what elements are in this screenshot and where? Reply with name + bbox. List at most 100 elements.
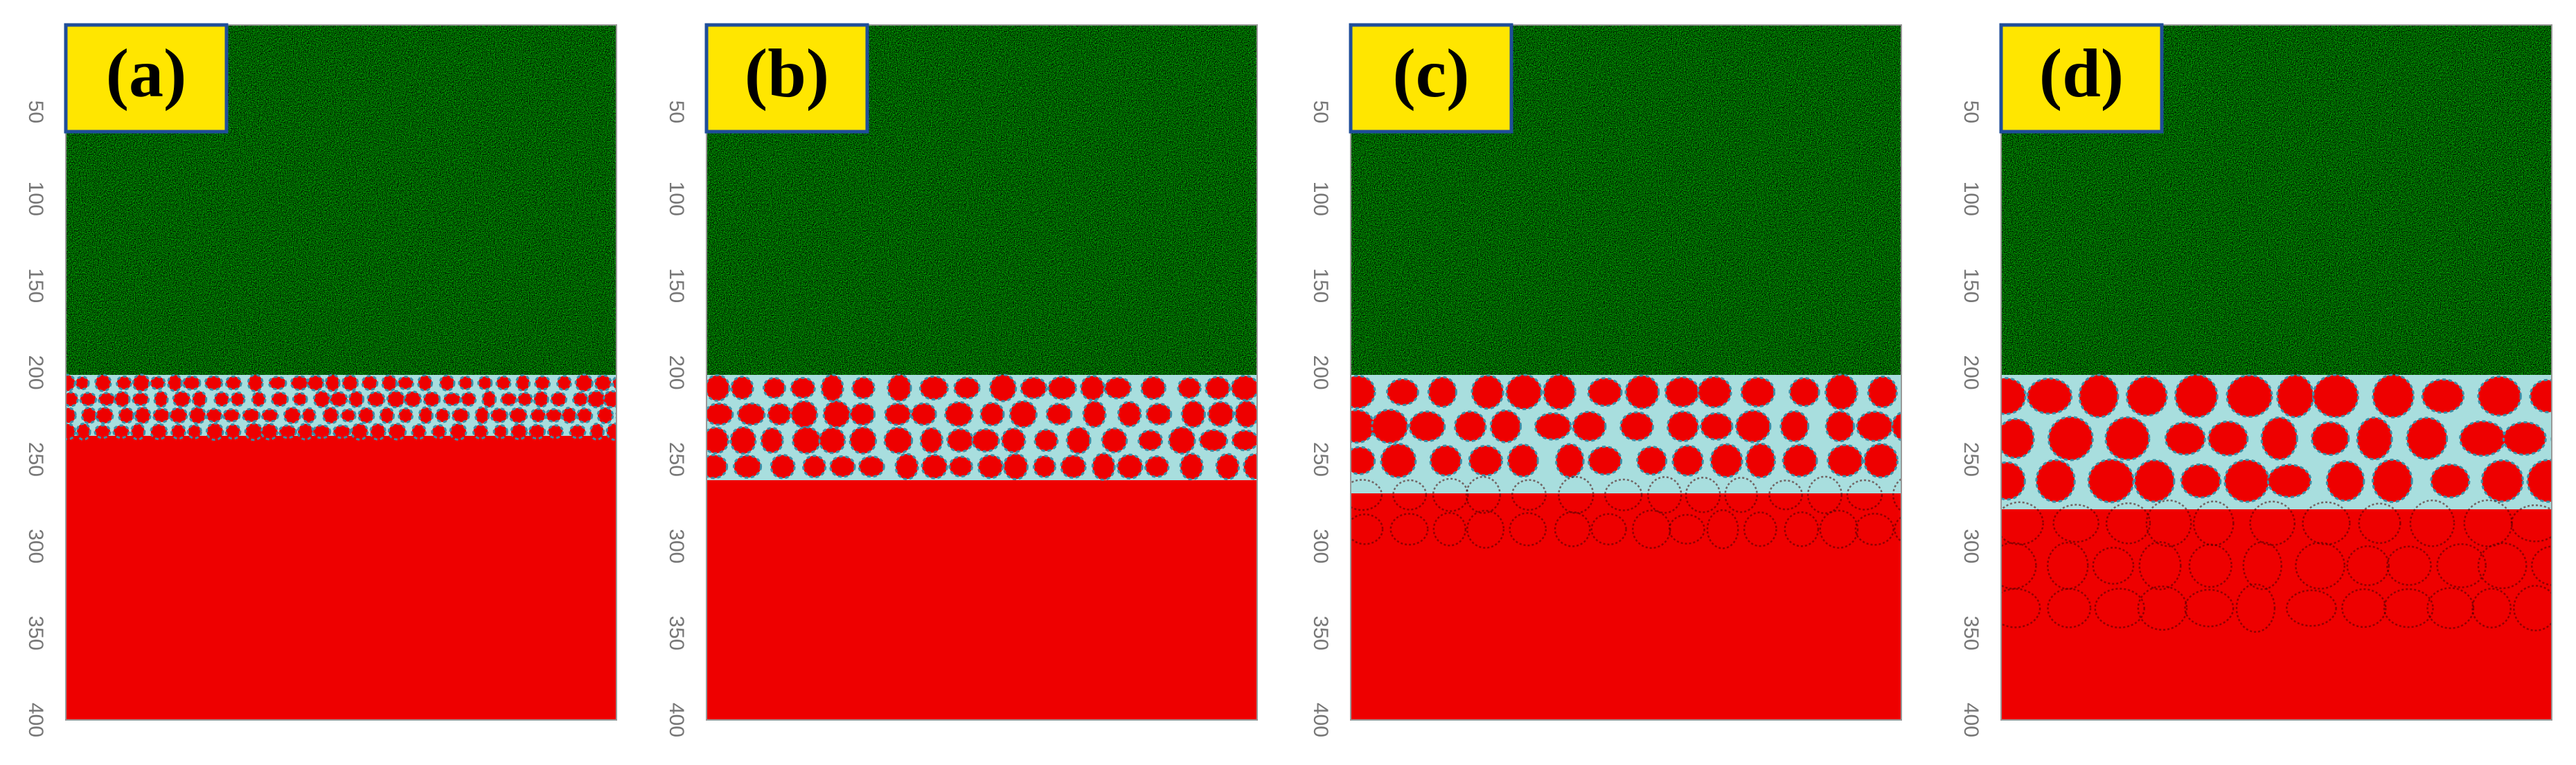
y-tick-label: 50 — [665, 100, 688, 123]
foam-cell — [312, 389, 331, 409]
foam-cell — [2480, 459, 2524, 503]
foam-cell — [474, 406, 490, 425]
foam-cell — [1903, 376, 1935, 409]
panel-label: (c) — [1393, 35, 1470, 112]
foam-cell — [1144, 455, 1170, 478]
foam-cell — [1543, 373, 1576, 411]
foam-cell — [1904, 446, 1932, 475]
foam-cell — [114, 390, 131, 408]
y-tick-label: 400 — [1960, 703, 1982, 737]
foam-cell — [2174, 373, 2219, 419]
foam-cell — [66, 407, 77, 424]
foam-cell — [152, 407, 171, 423]
ghost-cell — [1724, 477, 1758, 513]
foam-cell — [736, 402, 766, 426]
ghost-cell — [2346, 545, 2390, 586]
y-tick-label: 100 — [24, 182, 47, 216]
foam-cell — [550, 391, 568, 407]
foam-cell — [517, 392, 533, 407]
foam-cell — [2529, 378, 2552, 414]
foam-cell — [449, 422, 468, 441]
foam-cell — [97, 392, 116, 407]
ghost-cell — [2383, 588, 2434, 628]
ghost-cell — [1432, 511, 1467, 547]
foam-cell — [499, 392, 518, 407]
foam-cell — [1269, 456, 1293, 477]
foam-cell — [894, 452, 919, 480]
ghost-cell — [1647, 476, 1682, 514]
ghost-cell — [2571, 502, 2576, 544]
foam-cell — [381, 374, 398, 392]
foam-cell — [1032, 455, 1056, 479]
foam-cell — [340, 408, 357, 423]
foam-cell — [1867, 376, 1898, 409]
foam-cell — [918, 375, 949, 401]
foam-cell — [767, 402, 792, 426]
foam-cell — [132, 373, 151, 393]
foam-cell — [350, 423, 369, 441]
foam-cell — [1137, 429, 1164, 452]
ghost-cell — [1511, 479, 1547, 511]
foam-cell — [1827, 443, 1864, 477]
foam-cell — [1697, 376, 1732, 409]
ghost-cell — [1554, 511, 1591, 547]
panel-label: (b) — [745, 35, 829, 112]
ghost-cell — [2386, 545, 2432, 586]
foam-cell — [1230, 374, 1257, 401]
foam-cell — [510, 423, 528, 441]
y-tick-label: 350 — [1960, 616, 1982, 651]
foam-cell — [858, 455, 885, 478]
foam-cell — [2125, 375, 2168, 417]
ghost-cell — [2145, 499, 2192, 547]
ghost-cell — [2242, 541, 2282, 590]
foam-cell — [1709, 443, 1743, 478]
foam-cell — [2573, 375, 2576, 418]
ghost-cell — [1768, 480, 1803, 511]
ghost-cell — [1854, 512, 1894, 546]
foam-cell — [1116, 453, 1144, 480]
foam-cell — [1505, 373, 1543, 410]
foam-cell — [290, 375, 310, 392]
foam-cell — [186, 423, 202, 439]
foam-cell — [1471, 374, 1504, 410]
foam-cell — [168, 407, 188, 424]
foam-cell — [1205, 376, 1231, 401]
foam-cell — [884, 402, 912, 426]
foam-cell — [1351, 374, 1376, 410]
foam-cell — [1468, 444, 1504, 477]
foam-cell — [944, 401, 974, 428]
foam-cell — [66, 373, 76, 392]
foam-cell — [1745, 442, 1777, 479]
foam-cell — [1261, 430, 1288, 451]
foam-cell — [1103, 376, 1132, 400]
foam-cell — [296, 423, 314, 441]
foam-cell — [1009, 400, 1038, 429]
foam-cell — [979, 401, 1005, 427]
foam-cell — [707, 402, 734, 426]
foam-cell — [322, 406, 339, 425]
foam-cell — [205, 407, 223, 423]
foam-cell — [508, 407, 528, 424]
foam-cell — [397, 376, 415, 391]
foam-cell — [1429, 444, 1462, 477]
foam-cell — [2035, 459, 2076, 503]
y-tick-label: 250 — [24, 442, 47, 477]
foam-cell — [357, 407, 375, 424]
foam-cell — [851, 376, 876, 400]
foam-cell — [946, 428, 975, 453]
foam-cell — [204, 375, 224, 391]
foam-cell — [153, 390, 169, 408]
foam-cell — [205, 422, 224, 441]
foam-cell — [615, 410, 616, 421]
foam-cell — [116, 375, 132, 391]
y-tick-label: 250 — [665, 442, 688, 477]
foam-cell — [515, 374, 531, 392]
y-tick-label: 300 — [665, 529, 688, 563]
foam-cell — [1002, 452, 1029, 481]
foam-cell — [301, 407, 317, 424]
ghost-cell — [2001, 588, 2041, 628]
foam-cell — [2001, 377, 2027, 416]
foam-cell — [1700, 412, 1734, 441]
foam-cell — [2133, 459, 2176, 503]
